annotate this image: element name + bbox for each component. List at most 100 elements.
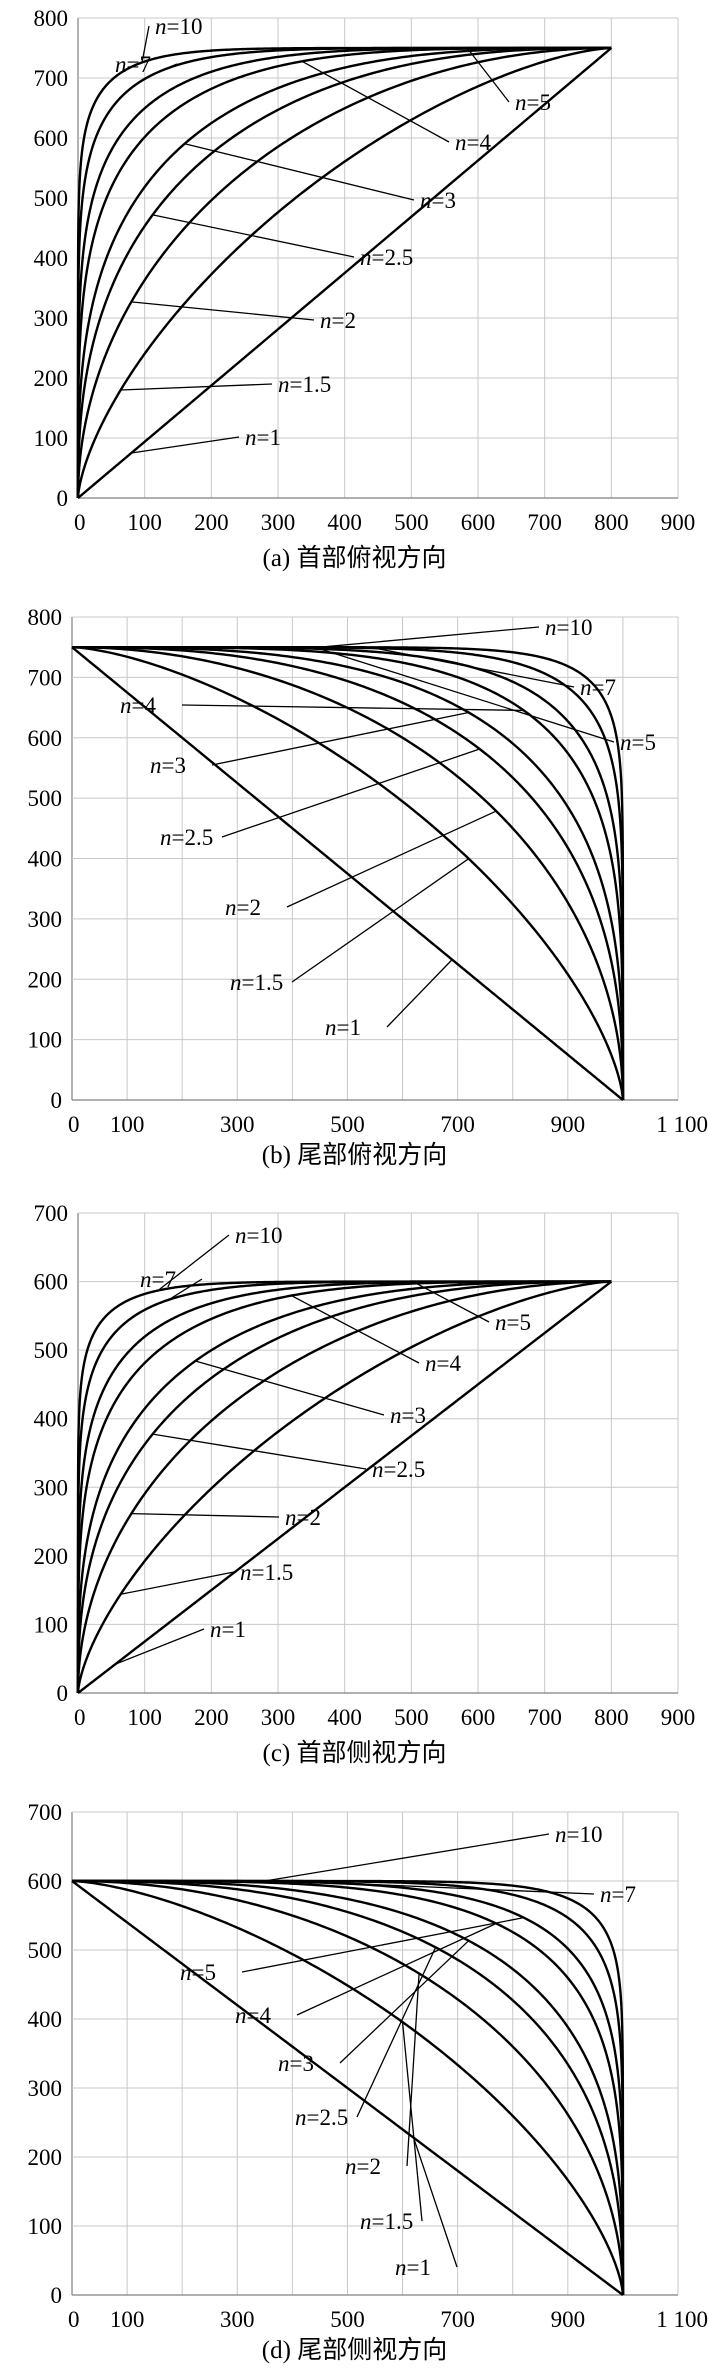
series-leader-line xyxy=(386,959,453,1028)
series-leader-line xyxy=(120,383,273,391)
x-tick-label: 900 xyxy=(551,1112,586,1137)
series-label-n-10: n=10 xyxy=(545,615,592,640)
y-tick-label: 500 xyxy=(28,786,63,811)
series-leader-line xyxy=(339,1940,470,2064)
series-leader-line xyxy=(141,25,150,63)
series-line-n-2.5 xyxy=(76,46,612,499)
series-line-n-1 xyxy=(77,47,613,499)
series-line-n-2 xyxy=(71,645,625,1101)
series-label-n-10: n=10 xyxy=(555,1822,602,1847)
series-leader-line xyxy=(152,1433,367,1470)
y-tick-label: 700 xyxy=(34,1201,69,1226)
y-tick-label: 200 xyxy=(28,967,63,992)
series-label-n-4: n=4 xyxy=(120,693,156,718)
series-label-n-2: n=2 xyxy=(345,2154,381,2179)
x-tick-label: 400 xyxy=(327,510,362,535)
series-leader-line xyxy=(291,858,470,983)
y-tick-label: 100 xyxy=(34,1612,69,1637)
series-label-n-4: n=4 xyxy=(425,1351,461,1376)
chart-svg-d: 0 100 200 300 400 500 600 700 0 100 300 500 700 900 1 … xyxy=(28,1800,709,2332)
x-tick-label: 500 xyxy=(394,1705,429,1730)
y-tick-label: 600 xyxy=(34,126,69,151)
y-tick-label: 400 xyxy=(28,847,63,872)
series-label-n-10: n=10 xyxy=(235,1223,282,1248)
series-label-n-7: n=7 xyxy=(580,675,616,700)
y-tick-label: 600 xyxy=(28,1869,63,1894)
series-line-n-2.5 xyxy=(72,645,625,1101)
x-tick-label: 0 xyxy=(74,1705,86,1730)
series-line-n-4 xyxy=(76,46,612,499)
series-line-n-1 xyxy=(77,1280,613,1694)
series-line-n-1.5 xyxy=(71,645,625,1101)
series-line-n-3 xyxy=(76,1280,612,1694)
x-tick-label: 500 xyxy=(330,1112,365,1137)
series-label-n-1.5: n=1.5 xyxy=(278,372,331,397)
series-leader-line xyxy=(264,1833,550,1882)
x-tick-label: 900 xyxy=(661,1705,696,1730)
series-leader-line xyxy=(152,214,355,258)
y-tick-label: 0 xyxy=(57,486,69,511)
x-tick-label: 300 xyxy=(220,1112,255,1137)
y-tick-label: 500 xyxy=(34,1338,69,1363)
series-line-n-2 xyxy=(76,46,612,499)
series-leader-line xyxy=(131,301,315,321)
series-label-n-2.5: n=2.5 xyxy=(160,825,213,850)
series-line-n-3 xyxy=(72,645,625,1101)
x-tick-label: 500 xyxy=(330,2307,365,2332)
y-tick-label: 0 xyxy=(51,1088,63,1113)
x-tick-label: 800 xyxy=(594,1705,629,1730)
series-label-n-7: n=7 xyxy=(140,1267,176,1292)
y-tick-label: 800 xyxy=(28,605,63,630)
series-leader-line xyxy=(195,1360,385,1416)
x-tick-label: 200 xyxy=(194,1705,229,1730)
x-tick-label: 1 100 xyxy=(656,2307,708,2332)
series-line-n-1.5 xyxy=(71,1879,625,2296)
series-leader-line xyxy=(131,436,240,454)
y-tick-label: 500 xyxy=(34,186,69,211)
series-label-n-7: n=7 xyxy=(115,52,151,77)
series-label-n-2.5: n=2.5 xyxy=(372,1457,425,1482)
series-line-n-1.5 xyxy=(76,46,612,499)
x-tick-label: 700 xyxy=(527,1705,562,1730)
series-leader-line xyxy=(319,648,615,743)
x-tick-label: 300 xyxy=(220,2307,255,2332)
series-leader-line xyxy=(168,1278,203,1301)
y-tick-label: 0 xyxy=(51,2283,63,2308)
series-line-n-4 xyxy=(76,1280,612,1694)
chart-caption-d: (d) 尾部侧视方向 xyxy=(261,2337,448,2364)
series-leader-line xyxy=(157,63,178,73)
y-tick-label: 300 xyxy=(34,1475,69,1500)
series-leader-line xyxy=(221,748,480,838)
x-tick-label: 700 xyxy=(440,2307,475,2332)
series-line-n-4 xyxy=(72,1879,625,2296)
x-tick-label: 300 xyxy=(261,510,296,535)
x-tick-label: 800 xyxy=(594,510,629,535)
y-tick-label: 200 xyxy=(34,1544,69,1569)
series-label-n-2.5: n=2.5 xyxy=(360,245,413,270)
x-tick-label: 0 xyxy=(68,1112,80,1137)
y-tick-label: 300 xyxy=(28,2076,63,2101)
series-label-n-3: n=3 xyxy=(390,1403,426,1428)
x-tick-label: 100 xyxy=(127,510,162,535)
series-leader-line xyxy=(296,1922,497,2016)
series-label-n-1.5: n=1.5 xyxy=(240,1560,293,1585)
series-leader-line xyxy=(319,626,540,648)
y-tick-label: 200 xyxy=(28,2145,63,2170)
chart-caption-a: (a) 首部俯视方向 xyxy=(262,545,447,572)
series-line-n-3 xyxy=(76,46,612,499)
y-tick-label: 400 xyxy=(28,2007,63,2032)
x-tick-label: 900 xyxy=(661,510,696,535)
series-label-n-4: n=4 xyxy=(455,130,491,155)
chart-svg-c: 0 100 200 300 400 500 600 700 0 100 200 300 400 500 60… xyxy=(34,1201,696,1730)
chart-panel-d: 0 100 200 300 400 500 600 700 0 100 300 500 700 900 1 … xyxy=(0,1790,709,2378)
chart-caption-b: (b) 尾部俯视方向 xyxy=(261,1142,448,1169)
x-tick-label: 300 xyxy=(261,1705,296,1730)
series-line-n-3 xyxy=(72,1879,625,2296)
chart-caption-c: (c) 首部侧视方向 xyxy=(262,1740,447,1767)
series-line-n-2 xyxy=(76,1280,612,1694)
x-tick-label: 0 xyxy=(68,2307,80,2332)
x-tick-label: 700 xyxy=(527,510,562,535)
x-tick-label: 100 xyxy=(110,1112,145,1137)
x-tick-label: 200 xyxy=(194,510,229,535)
series-line-n-4 xyxy=(72,645,625,1101)
